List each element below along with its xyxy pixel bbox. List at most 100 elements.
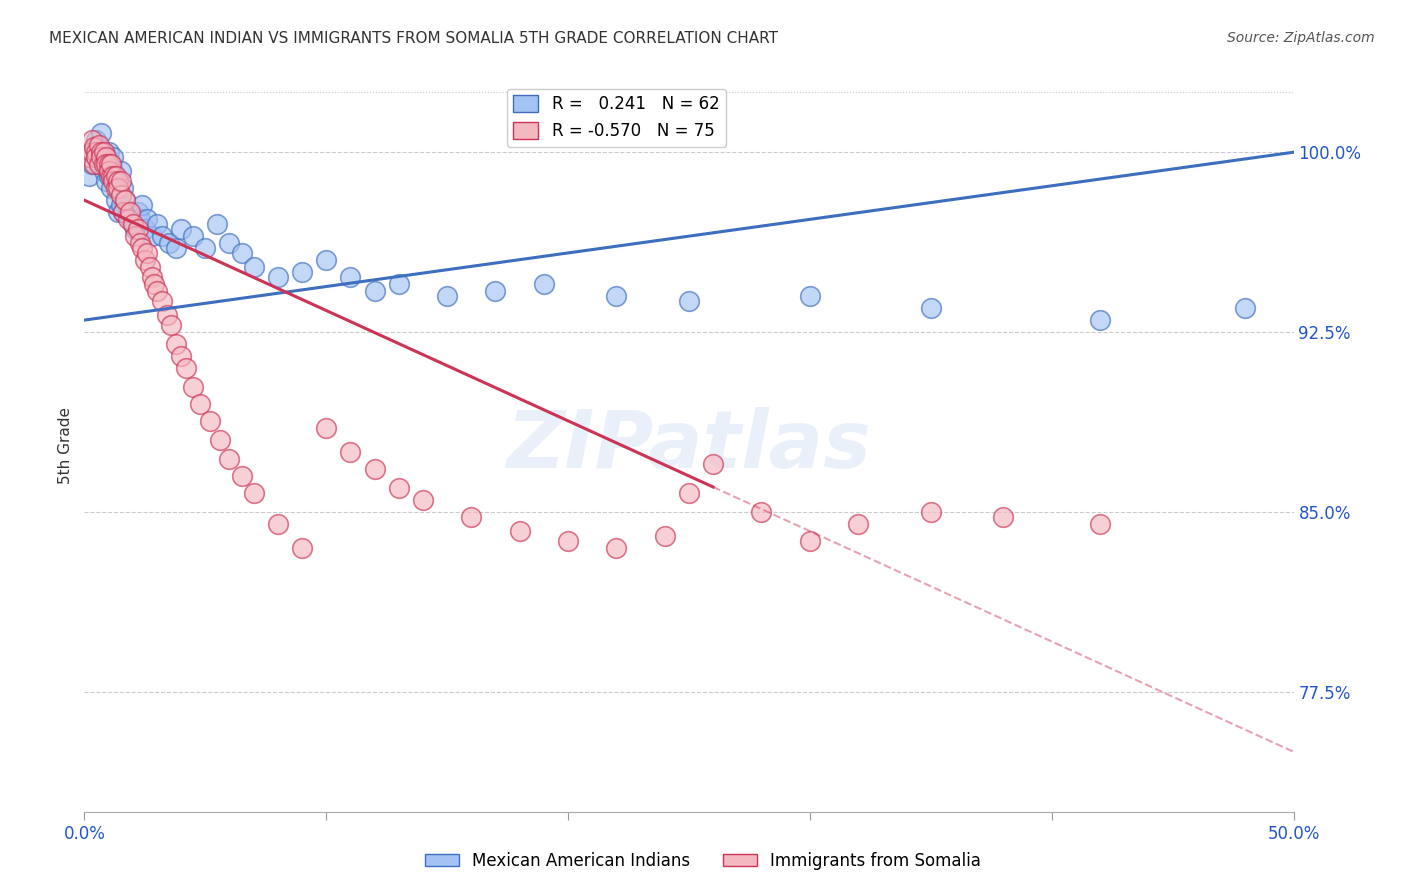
Point — [557, 533, 579, 548]
Point — [121, 217, 143, 231]
Point — [170, 349, 193, 363]
Point — [1234, 301, 1257, 315]
Point — [208, 433, 231, 447]
Point — [484, 285, 506, 299]
Point — [242, 260, 264, 275]
Point — [83, 140, 105, 154]
Point — [131, 198, 153, 212]
Point — [114, 193, 136, 207]
Point — [93, 157, 115, 171]
Point — [107, 174, 129, 188]
Point — [87, 138, 110, 153]
Point — [114, 193, 136, 207]
Point — [993, 509, 1015, 524]
Point — [80, 145, 103, 160]
Point — [155, 308, 177, 322]
Point — [93, 164, 115, 178]
Point — [107, 205, 129, 219]
Point — [267, 516, 290, 531]
Point — [702, 457, 724, 471]
Point — [231, 246, 253, 260]
Point — [86, 150, 108, 164]
Point — [129, 212, 152, 227]
Point — [94, 174, 117, 188]
Point — [110, 174, 132, 188]
Point — [460, 509, 482, 524]
Point — [533, 277, 555, 292]
Point — [86, 145, 108, 160]
Point — [112, 205, 135, 219]
Point — [112, 181, 135, 195]
Point — [141, 269, 163, 284]
Point — [100, 157, 122, 171]
Point — [117, 212, 139, 227]
Point — [339, 445, 361, 459]
Point — [94, 150, 117, 164]
Y-axis label: 5th Grade: 5th Grade — [58, 408, 73, 484]
Point — [100, 169, 122, 184]
Point — [143, 277, 166, 292]
Point — [231, 469, 253, 483]
Point — [86, 150, 108, 164]
Point — [97, 145, 120, 160]
Point — [136, 212, 159, 227]
Point — [112, 205, 135, 219]
Text: ZIPatlas: ZIPatlas — [506, 407, 872, 485]
Point — [129, 236, 152, 251]
Point — [134, 253, 156, 268]
Point — [799, 289, 821, 303]
Point — [90, 150, 112, 164]
Point — [103, 174, 125, 188]
Point — [90, 126, 112, 140]
Point — [363, 285, 385, 299]
Point — [141, 229, 163, 244]
Point — [181, 380, 204, 394]
Point — [121, 217, 143, 231]
Point — [94, 150, 117, 164]
Point — [110, 164, 132, 178]
Point — [291, 265, 314, 279]
Point — [127, 222, 149, 236]
Point — [80, 133, 103, 147]
Point — [104, 174, 127, 188]
Point — [194, 241, 217, 255]
Point — [97, 157, 120, 171]
Point — [131, 241, 153, 255]
Point — [120, 205, 142, 219]
Text: MEXICAN AMERICAN INDIAN VS IMMIGRANTS FROM SOMALIA 5TH GRADE CORRELATION CHART: MEXICAN AMERICAN INDIAN VS IMMIGRANTS FR… — [49, 31, 778, 46]
Point — [174, 361, 197, 376]
Point — [170, 222, 193, 236]
Point — [1088, 313, 1111, 327]
Point — [678, 293, 700, 308]
Point — [100, 157, 122, 171]
Point — [110, 198, 132, 212]
Point — [107, 181, 129, 195]
Point — [103, 164, 125, 178]
Point — [100, 181, 122, 195]
Point — [120, 212, 142, 227]
Point — [97, 169, 120, 184]
Point — [678, 485, 700, 500]
Point — [150, 293, 173, 308]
Point — [80, 157, 103, 171]
Point — [207, 217, 229, 231]
Point — [388, 277, 411, 292]
Point — [242, 485, 264, 500]
Point — [920, 505, 942, 519]
Point — [93, 145, 115, 160]
Point — [165, 241, 187, 255]
Point — [654, 529, 676, 543]
Point — [267, 269, 290, 284]
Point — [436, 289, 458, 303]
Point — [127, 205, 149, 219]
Text: Source: ZipAtlas.com: Source: ZipAtlas.com — [1227, 31, 1375, 45]
Point — [124, 229, 146, 244]
Point — [165, 337, 187, 351]
Point — [363, 462, 385, 476]
Point — [104, 193, 127, 207]
Point — [146, 285, 169, 299]
Point — [157, 236, 180, 251]
Point — [181, 229, 204, 244]
Point — [920, 301, 942, 315]
Point — [198, 414, 221, 428]
